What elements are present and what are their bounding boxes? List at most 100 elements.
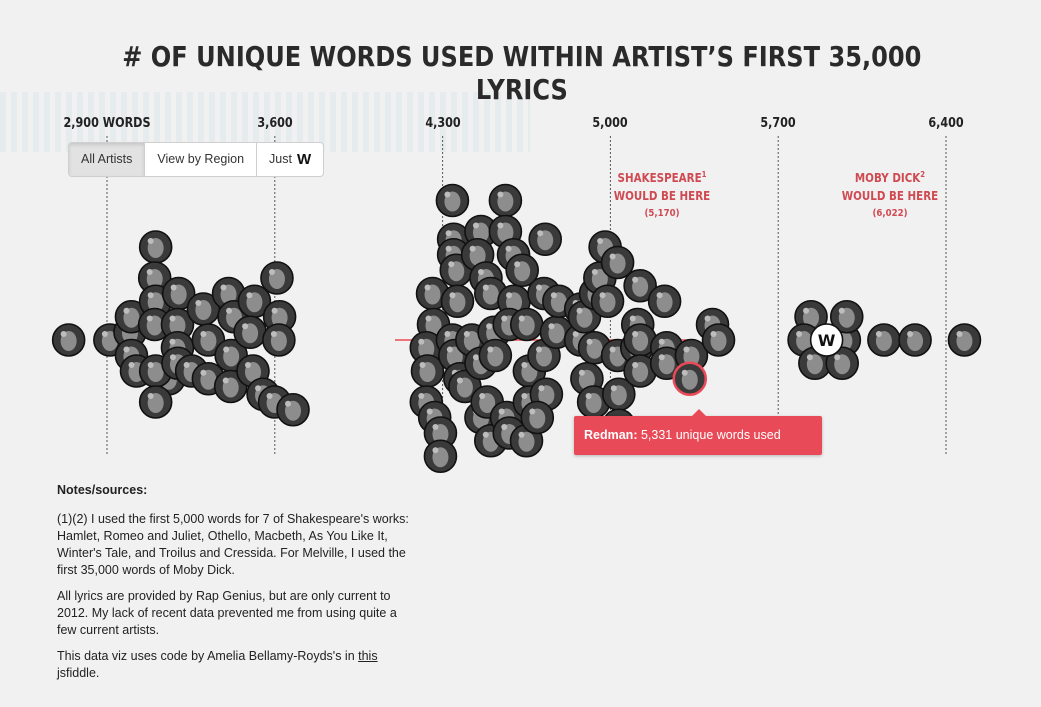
artist-bubble[interactable] — [623, 354, 657, 388]
photo-highlight — [681, 369, 688, 376]
artist-bubble[interactable] — [138, 230, 173, 264]
notes-lyrics-source: All lyrics are provided by Rap Genius, b… — [57, 589, 397, 637]
photo-highlight — [426, 408, 433, 415]
x-tick-label: 3,600 — [257, 116, 293, 131]
tab-all-artists-label: All Artists — [81, 152, 133, 166]
x-tick-label: 6,400 — [928, 116, 964, 131]
artist-bubble[interactable] — [505, 253, 539, 288]
photo-highlight — [244, 362, 251, 368]
artist-bubble[interactable] — [829, 299, 864, 334]
photo-highlight — [487, 346, 494, 353]
photo-highlight — [486, 323, 493, 330]
artist-bubble[interactable] — [237, 284, 272, 319]
tab-view-by-region[interactable]: View by Region — [145, 143, 258, 176]
page-title: # OF UNIQUE WORDS USED WITHIN ARTIST’S F… — [122, 40, 922, 106]
artist-bubble[interactable] — [623, 268, 657, 303]
artist-bubble[interactable] — [233, 315, 267, 350]
photo-highlight — [146, 315, 153, 322]
tab-just-wu-tang[interactable]: Just W — [257, 143, 323, 176]
notes-credit-end: jsfiddle. — [57, 666, 100, 680]
tab-all-artists[interactable]: All Artists — [69, 143, 146, 176]
artist-bubble[interactable] — [423, 416, 458, 450]
artist-bubble[interactable] — [947, 323, 982, 357]
photo-highlight — [956, 331, 963, 337]
photo-highlight — [482, 284, 489, 291]
photo-highlight — [418, 338, 425, 345]
artist-bubble[interactable] — [509, 307, 544, 342]
photo-highlight — [572, 331, 579, 337]
jsfiddle-link[interactable]: this — [358, 649, 378, 663]
artist-bubble[interactable] — [435, 183, 470, 218]
photo-highlight — [518, 315, 525, 322]
artist-bubble[interactable] — [51, 323, 86, 357]
artist-bubble[interactable] — [410, 354, 445, 388]
artist-bubble[interactable] — [600, 245, 635, 280]
artist-bubble[interactable] — [161, 276, 196, 311]
artist-photo — [809, 323, 844, 357]
photo-highlight — [445, 230, 452, 237]
photo-highlight — [200, 369, 207, 376]
artist-bubble[interactable] — [590, 284, 625, 319]
photo-highlight — [472, 222, 479, 229]
artist-bubble[interactable] — [701, 323, 736, 357]
artist-bubble[interactable] — [898, 323, 932, 357]
photo-highlight — [498, 408, 505, 415]
photo-highlight — [285, 400, 292, 407]
artist-bubble[interactable] — [260, 261, 294, 295]
photo-highlight — [266, 393, 273, 399]
artist-bubble[interactable] — [213, 369, 248, 404]
artist-bubble[interactable] — [576, 385, 611, 419]
photo-highlight — [505, 245, 512, 252]
photo-highlight — [123, 307, 130, 314]
x-tick-label: 5,000 — [592, 116, 629, 131]
artist-bubble[interactable] — [528, 222, 562, 257]
photo-highlight — [497, 222, 504, 229]
photo-highlight — [501, 424, 508, 430]
artist-bubble[interactable] — [867, 323, 901, 357]
photo-highlight — [629, 315, 636, 322]
tab-just-label: Just — [269, 152, 292, 166]
photo-highlight — [200, 331, 207, 337]
photo-highlight — [444, 191, 451, 198]
moby-dick-label: MOBY DICK — [854, 171, 921, 185]
photo-highlight — [806, 354, 813, 361]
moby-dick-footnote-mark: 2 — [920, 170, 926, 179]
artist-bubble[interactable] — [440, 284, 475, 319]
artist-bubble[interactable] — [520, 400, 555, 435]
photo-highlight — [591, 269, 598, 275]
shakespeare-value: (5,170) — [644, 208, 680, 219]
photo-highlight — [656, 292, 663, 299]
photo-highlight — [183, 362, 190, 368]
artist-bubble[interactable] — [647, 284, 682, 319]
x-tick-label: 4,300 — [424, 116, 461, 131]
photo-highlight — [268, 269, 275, 275]
artist-bubble-highlighted[interactable] — [672, 361, 707, 396]
photo-highlight — [548, 323, 555, 330]
photo-highlight — [834, 354, 841, 361]
photo-highlight — [658, 338, 665, 345]
photo-highlight — [529, 408, 536, 415]
photo-highlight — [704, 315, 711, 322]
photo-highlight — [907, 331, 914, 337]
artist-bubble[interactable]: W — [809, 323, 844, 357]
artist-bubble[interactable] — [262, 323, 296, 357]
photo-highlight — [147, 362, 154, 368]
photo-highlight — [270, 331, 277, 337]
artist-bubble[interactable] — [478, 338, 513, 373]
artist-bubble[interactable] — [488, 183, 523, 218]
photo-highlight — [169, 315, 176, 322]
photo-highlight — [803, 307, 810, 314]
photo-highlight — [222, 377, 229, 384]
notes-shakespeare-melville: (1)(2) I used the first 5,000 words for … — [57, 512, 409, 577]
artist-bubble[interactable] — [276, 392, 310, 427]
artist-bubble[interactable] — [825, 346, 860, 381]
artist-tooltip: Redman: 5,331 unique words used — [574, 409, 822, 455]
moby-dick-value: (6,022) — [872, 208, 908, 219]
photo-highlight — [632, 331, 639, 337]
moby-dick-would-be-here: WOULD BE HERE — [841, 189, 939, 203]
photo-highlight — [796, 331, 803, 337]
artist-bubble[interactable] — [423, 439, 458, 474]
photo-highlight — [521, 393, 528, 399]
artist-bubble[interactable] — [138, 385, 173, 419]
